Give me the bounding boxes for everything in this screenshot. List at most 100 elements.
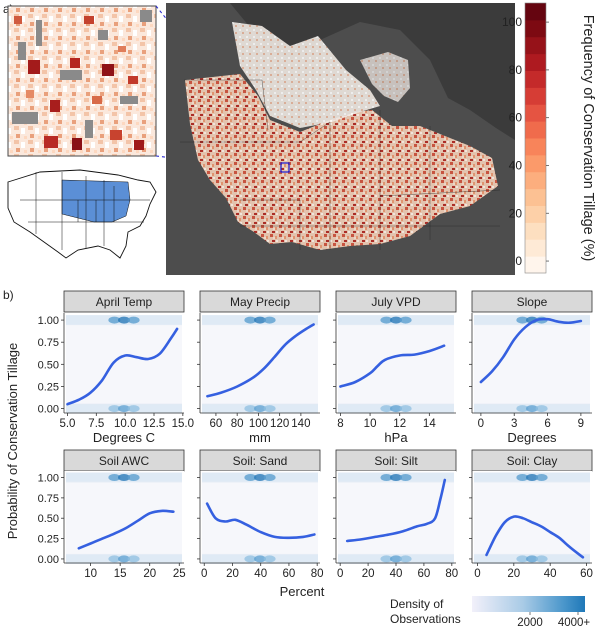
- facet-panel-soil-awc: Soil AWC 0.00 0.25 0.50 0.75 1.00 10 15 20 25: [38, 449, 186, 580]
- x-tick-label: 60: [580, 568, 593, 580]
- fit-line: [339, 344, 446, 388]
- hexbin-dense: [118, 555, 130, 563]
- y-axis-label: Probability of Conservation Tillage: [5, 343, 20, 540]
- x-tick-label: 100: [249, 418, 268, 430]
- x-tick-label: 25: [173, 568, 186, 580]
- colorbar-swatch: [525, 256, 546, 274]
- density-haze: [338, 324, 454, 405]
- hexbin-dense: [526, 555, 538, 563]
- shared-x-label: Percent: [280, 584, 325, 599]
- colorbar-tick-label: 0: [515, 254, 522, 268]
- legend-title-line2: Observations: [390, 612, 461, 626]
- colorbar-swatch: [525, 3, 546, 21]
- hexbin-dense: [254, 555, 266, 563]
- fit-line: [205, 502, 316, 540]
- fit-line: [479, 317, 583, 384]
- fit-line: [66, 327, 179, 406]
- hexbin-dense: [380, 405, 393, 413]
- facet-panel-soil-clay: Soil: Clay 0 20 40 60: [469, 449, 593, 580]
- hexbin-dense: [516, 555, 529, 563]
- fit-line: [485, 515, 585, 559]
- hexbin-dense: [390, 405, 402, 413]
- hexbin-dense: [108, 316, 121, 324]
- x-tick-label: 15.0: [172, 418, 194, 430]
- hexbin-dense: [399, 555, 412, 563]
- x-tick-label: 140: [291, 418, 310, 430]
- x-tick-label: 0: [478, 418, 484, 430]
- x-tick-label: 80: [311, 568, 324, 580]
- colorbar-swatch: [525, 104, 546, 122]
- x-axis-label: Degrees: [507, 430, 557, 445]
- hexbin-dense: [516, 316, 529, 324]
- x-tick-label: 12.5: [143, 418, 165, 430]
- y-tick-label: 0.50: [38, 513, 59, 525]
- density-haze: [66, 324, 182, 405]
- hexbin-dense: [535, 405, 548, 413]
- x-tick-label: 20: [507, 568, 520, 580]
- hexbin-dense: [127, 316, 140, 324]
- x-tick-label: 5.0: [59, 418, 75, 430]
- density-haze: [66, 481, 182, 555]
- x-tick-label: 3: [511, 418, 517, 430]
- x-tick-label: 0: [474, 568, 480, 580]
- facet-grid: April Temp 0.00 0.25 0.50 0.75 1.00 5.0 7.5 10.0…: [38, 290, 593, 580]
- hexbin-dense: [380, 474, 393, 482]
- x-tick-label: 0: [201, 568, 207, 580]
- density-haze: [474, 324, 590, 405]
- hexbin-dense: [108, 405, 121, 413]
- colorbar-swatch: [525, 171, 546, 190]
- y-tick-label: 0.25: [38, 534, 59, 546]
- hexbin-dense: [390, 474, 402, 482]
- y-tick-label: 0.25: [38, 381, 59, 393]
- density-haze: [202, 324, 318, 405]
- hexbin-dense: [108, 555, 121, 563]
- facet-title: July VPD: [371, 295, 421, 309]
- x-axis-label: Degrees C: [93, 430, 155, 445]
- facet-strip: [199, 290, 321, 313]
- x-tick-label: 20: [143, 568, 156, 580]
- hexbin-dense: [399, 474, 412, 482]
- y-tick-label: 1.00: [38, 315, 59, 327]
- x-tick-label: 10: [364, 418, 377, 430]
- x-tick-label: 10.0: [114, 418, 136, 430]
- hexbin-dense: [263, 555, 276, 563]
- facet-panel-july-vpd: July VPD 8 10 12 14 hPa: [333, 290, 457, 445]
- hexbin-dense: [244, 555, 257, 563]
- colorbar-swatch: [525, 205, 546, 223]
- x-tick-label: 40: [390, 568, 403, 580]
- x-tick-label: 80: [445, 568, 458, 580]
- facet-title: Soil AWC: [99, 454, 150, 468]
- colorbar-swatch: [525, 36, 546, 55]
- y-tick-label: 0.75: [38, 337, 59, 349]
- hexbin-dense: [254, 316, 266, 324]
- x-tick-label: 60: [210, 418, 223, 430]
- colorbar-swatch: [525, 239, 546, 257]
- colorbar-swatch: [525, 19, 546, 38]
- x-axis-label: hPa: [384, 430, 408, 445]
- facet-strip: [63, 290, 185, 313]
- hexbin-dense: [535, 474, 548, 482]
- panel-b-label: b): [3, 288, 14, 302]
- hexbin-dense: [535, 555, 548, 563]
- y-tick-label: 1.00: [38, 473, 59, 485]
- y-tick-label: 0.50: [38, 359, 59, 371]
- hexbin-dense: [118, 316, 130, 324]
- hexbin-dense: [526, 474, 538, 482]
- colorbar-swatches: [525, 3, 546, 274]
- colorbar-swatch: [525, 121, 546, 139]
- hexbin-dense: [516, 474, 529, 482]
- colorbar-title: Frequency of Conservation Tillage (%): [580, 15, 596, 262]
- hexbin-dense: [399, 405, 412, 413]
- inset-zoom-map: [7, 5, 157, 157]
- y-tick-label: 0.75: [38, 493, 59, 505]
- facet-title: Soil: Silt: [374, 454, 418, 468]
- x-tick-label: 60: [418, 568, 431, 580]
- facet-panel-soil-silt: Soil: Silt 0 20 40 60 80: [333, 449, 458, 580]
- facet-title: April Temp: [96, 295, 153, 309]
- facet-title: Soil: Clay: [507, 454, 558, 468]
- x-tick-label: 0: [337, 568, 343, 580]
- x-tick-label: 120: [270, 418, 289, 430]
- colorbar-swatch: [525, 87, 546, 105]
- colorbar-tick-label: 60: [509, 111, 523, 125]
